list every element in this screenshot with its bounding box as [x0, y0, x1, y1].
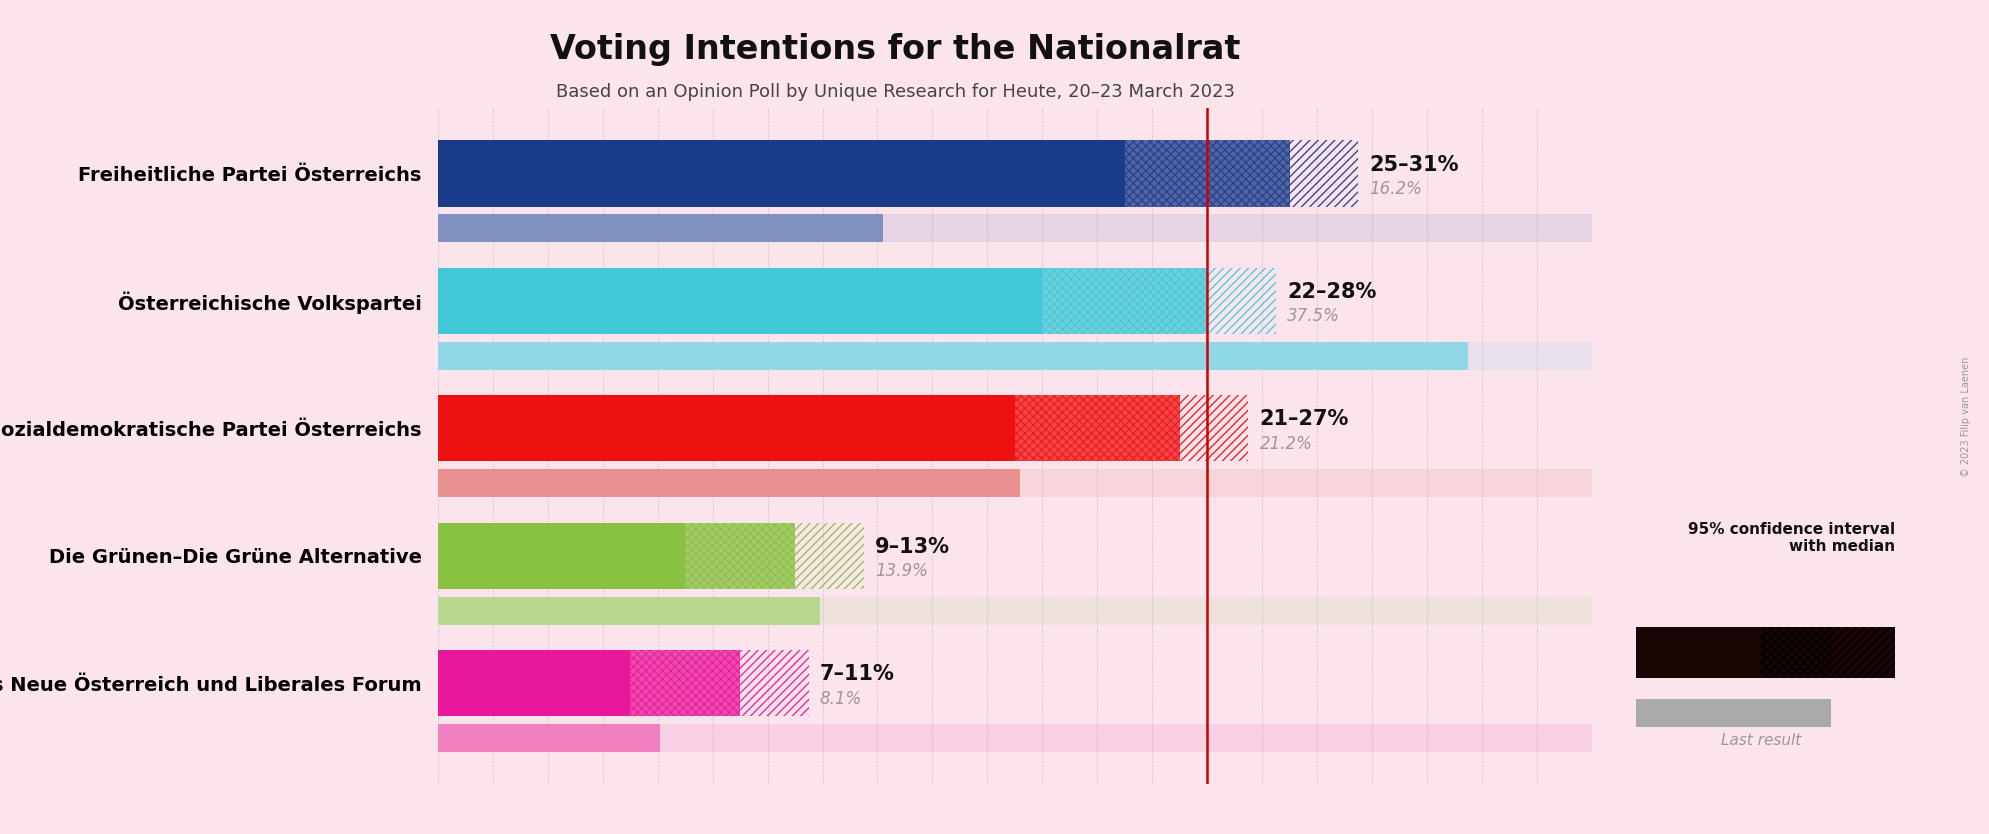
Bar — [1014, 395, 1179, 461]
Bar — [1468, 342, 1591, 369]
Bar — [438, 470, 1020, 497]
Bar — [796, 523, 863, 589]
Bar — [631, 651, 740, 716]
Bar — [438, 268, 1042, 334]
Text: Based on an Opinion Poll by Unique Research for Heute, 20–23 March 2023: Based on an Opinion Poll by Unique Resea… — [555, 83, 1235, 102]
Text: 95% confidence interval
with median: 95% confidence interval with median — [1687, 522, 1894, 554]
Text: Voting Intentions for the Nationalrat: Voting Intentions for the Nationalrat — [551, 33, 1239, 67]
Text: 16.2%: 16.2% — [1368, 179, 1422, 198]
Text: 13.9%: 13.9% — [875, 562, 927, 580]
Bar — [819, 596, 1591, 625]
Bar — [438, 724, 660, 752]
Text: 37.5%: 37.5% — [1287, 307, 1339, 325]
Bar — [438, 140, 1124, 207]
Text: © 2023 Filip van Laenen: © 2023 Filip van Laenen — [1959, 357, 1971, 477]
Text: 9–13%: 9–13% — [875, 537, 949, 557]
Bar — [740, 651, 808, 716]
Bar — [1635, 699, 1830, 727]
Bar — [1830, 627, 1894, 678]
Bar — [438, 395, 1014, 461]
Bar — [438, 651, 631, 716]
Text: 7–11%: 7–11% — [819, 665, 895, 685]
Bar — [1207, 268, 1275, 334]
Text: 25–31%: 25–31% — [1368, 154, 1458, 174]
Bar — [438, 342, 1468, 369]
Bar — [1179, 395, 1247, 461]
Text: 8.1%: 8.1% — [819, 690, 861, 707]
Bar — [438, 214, 883, 242]
Bar — [1124, 140, 1289, 207]
Bar — [1020, 470, 1591, 497]
Bar — [438, 523, 684, 589]
Bar — [883, 214, 1591, 242]
Bar — [1635, 627, 1760, 678]
Text: 21–27%: 21–27% — [1259, 409, 1349, 430]
Bar — [684, 523, 796, 589]
Text: 21.2%: 21.2% — [1259, 435, 1311, 453]
Bar — [438, 596, 819, 625]
Bar — [660, 724, 1591, 752]
Bar — [1760, 627, 1830, 678]
Text: 22–28%: 22–28% — [1287, 282, 1376, 302]
Text: Last result: Last result — [1720, 733, 1800, 748]
Bar — [1289, 140, 1358, 207]
Bar — [1042, 268, 1207, 334]
